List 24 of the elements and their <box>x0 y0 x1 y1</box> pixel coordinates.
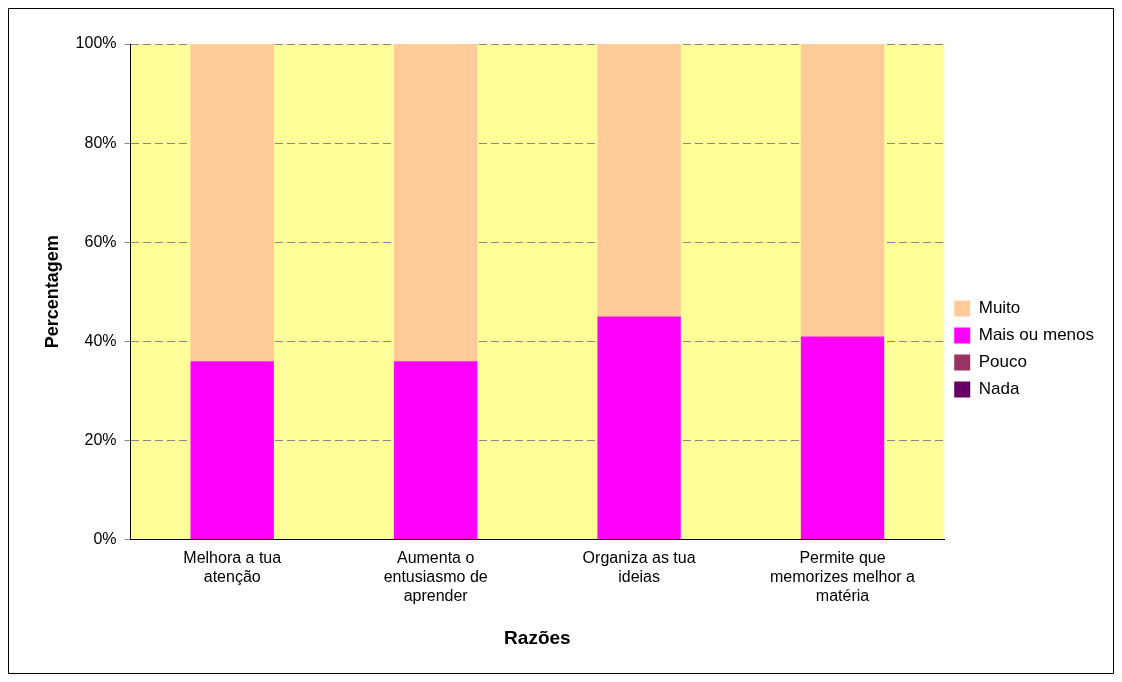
bar <box>393 44 478 362</box>
bar <box>393 361 478 540</box>
bar <box>597 44 681 317</box>
legend-label: Nada <box>978 379 1020 399</box>
x-axis-title: Razões <box>504 626 571 648</box>
y-tick-label: 20% <box>84 430 117 448</box>
x-tick-label: Aumenta o entusiasmo de aprender <box>383 548 488 605</box>
y-tick-label: 100% <box>75 34 117 52</box>
x-tick-label: Permite que memorizes melhor a matéria <box>770 548 916 605</box>
y-tick-label: 0% <box>93 530 117 548</box>
bar <box>597 316 681 540</box>
bar <box>800 44 885 337</box>
x-tick-label: Organiza as tua ideias <box>582 548 696 585</box>
y-axis-title: Percentagem <box>41 235 62 349</box>
y-tick-label: 40% <box>84 331 117 349</box>
legend-label: Muito <box>978 298 1021 318</box>
x-tick-label: Melhora a tua atenção <box>183 548 282 585</box>
y-tick-label: 60% <box>84 232 117 250</box>
bar <box>190 361 274 540</box>
legend-label: Mais ou menos <box>978 325 1095 345</box>
legend-label: Pouco <box>978 352 1027 372</box>
bar <box>800 336 885 540</box>
y-tick-label: 80% <box>84 133 117 151</box>
bar <box>190 44 274 362</box>
